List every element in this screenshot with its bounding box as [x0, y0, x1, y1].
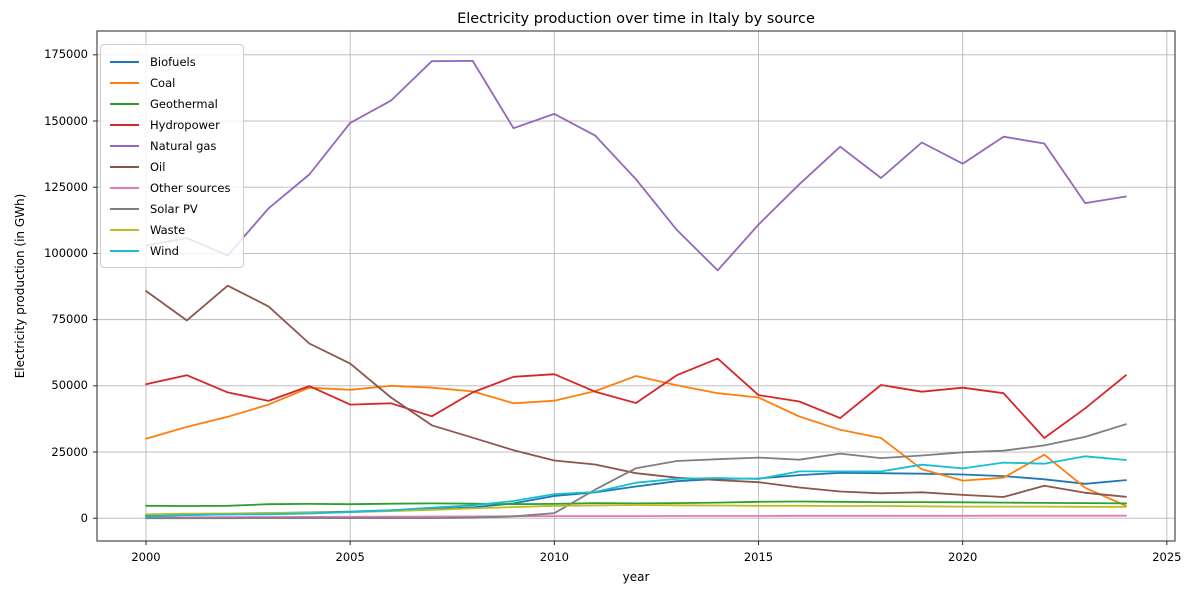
line-wind — [145, 455, 1127, 518]
legend-line-swatch — [110, 102, 139, 105]
legend-item-biofuels: Biofuels — [110, 51, 231, 72]
y-tick-label: 0 — [80, 510, 88, 525]
line-hydropower — [145, 357, 1127, 439]
legend-line-swatch — [110, 60, 139, 63]
x-tick-label: 2000 — [131, 550, 161, 564]
x-tick-label: 2015 — [743, 550, 774, 564]
axes-spines — [96, 30, 1176, 542]
legend-label: Oil — [150, 159, 166, 174]
x-tick-label: 2025 — [1152, 550, 1182, 564]
legend-line-swatch — [110, 165, 139, 168]
legend-label: Waste — [150, 222, 186, 237]
legend-label: Biofuels — [150, 54, 196, 69]
line-other-sources — [145, 514, 1127, 519]
legend-line-swatch — [110, 144, 139, 147]
legend-item-oil: Oil — [110, 156, 231, 177]
legend-item-waste: Waste — [110, 219, 231, 240]
y-tick-label: 175000 — [44, 47, 88, 62]
legend-item-natural-gas: Natural gas — [110, 135, 231, 156]
legend-label: Wind — [150, 243, 179, 258]
x-tick-label: 2020 — [948, 550, 978, 564]
line-natural-gas — [145, 60, 1127, 272]
legend-label: Natural gas — [150, 138, 217, 153]
y-tick-label: 75000 — [51, 312, 88, 327]
legend-label: Other sources — [150, 180, 231, 195]
legend-line-swatch — [110, 186, 139, 189]
line-waste — [145, 504, 1127, 516]
legend-line-swatch — [110, 228, 139, 231]
legend: Biofuels Coal Geothermal Hydropower Natural … — [100, 44, 244, 268]
legend-line-swatch — [110, 207, 139, 210]
legend-item-hydropower: Hydropower — [110, 114, 231, 135]
legend-item-coal: Coal — [110, 72, 231, 93]
line-coal — [145, 375, 1127, 507]
legend-item-geothermal: Geothermal — [110, 93, 231, 114]
x-tick-label: 2005 — [335, 550, 365, 564]
line-oil — [145, 284, 1127, 498]
x-axis-label: year — [622, 570, 650, 584]
y-tick-label: 25000 — [51, 444, 88, 459]
y-tick-label: 50000 — [51, 378, 88, 393]
x-tick-label: 2010 — [539, 550, 569, 564]
chart-title: Electricity production over time in Ital… — [457, 11, 815, 27]
legend-item-wind: Wind — [110, 240, 231, 261]
legend-item-other-sources: Other sources — [110, 177, 231, 198]
legend-item-solar-pv: Solar PV — [110, 198, 231, 219]
legend-line-swatch — [110, 81, 139, 84]
y-tick-label: 100000 — [44, 245, 88, 260]
legend-label: Coal — [150, 75, 176, 90]
legend-label: Solar PV — [150, 201, 198, 216]
line-geothermal — [145, 500, 1127, 507]
y-axis-label: Electricity production (in GWh) — [13, 193, 27, 379]
y-tick-label: 150000 — [44, 113, 88, 128]
legend-line-swatch — [110, 123, 139, 126]
legend-label: Geothermal — [150, 96, 218, 111]
legend-label: Hydropower — [150, 117, 220, 132]
line-solar-pv — [145, 423, 1127, 520]
legend-line-swatch — [110, 249, 139, 252]
y-tick-label: 125000 — [44, 179, 88, 194]
